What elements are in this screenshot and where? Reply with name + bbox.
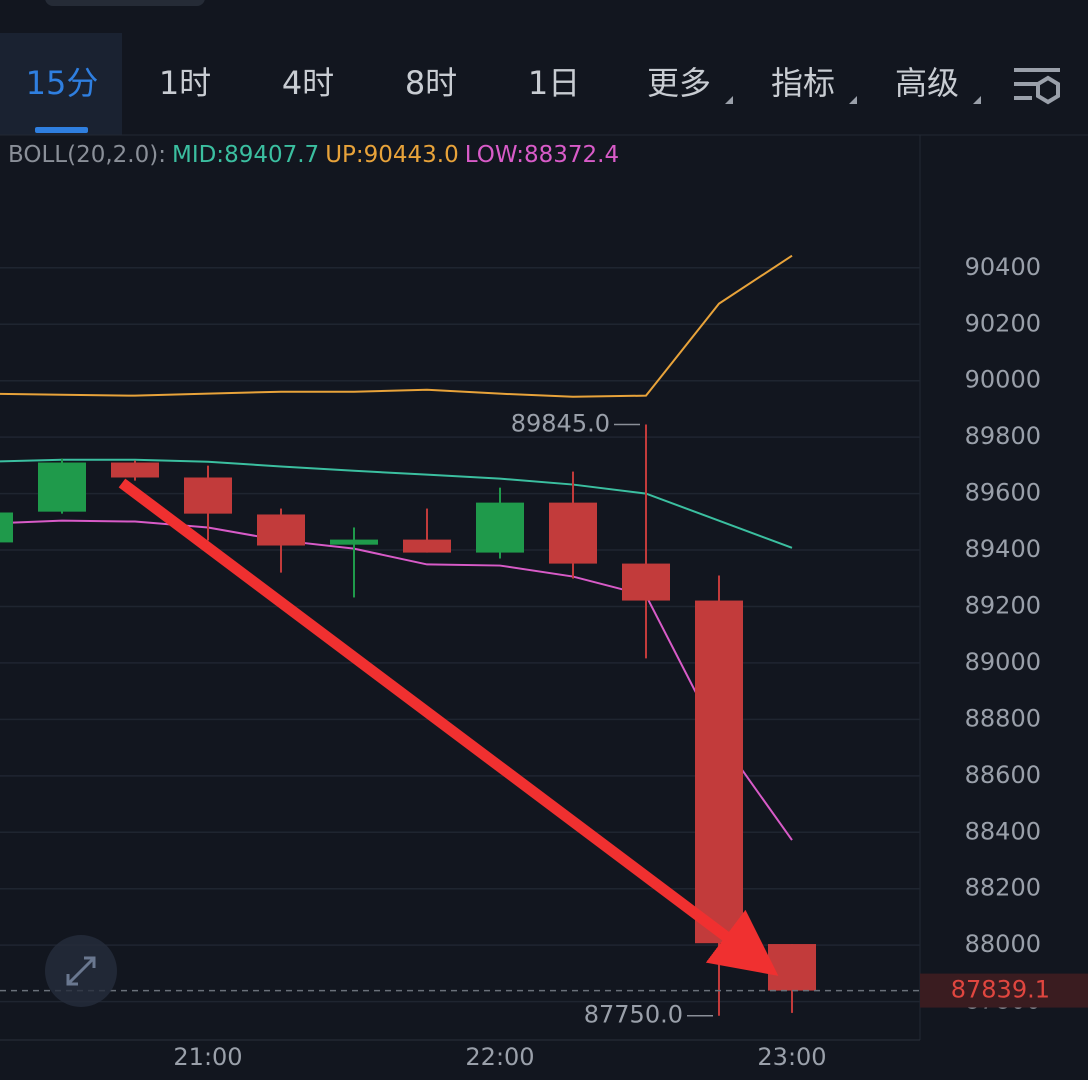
candle-body [111, 462, 159, 478]
indicator-name: BOLL(20,2.0): [8, 142, 166, 168]
y-tick-label: 89400 [965, 535, 1041, 563]
y-tick-label: 89200 [965, 591, 1041, 619]
price-label: 87839.1 [951, 976, 1050, 1004]
y-tick-label: 90000 [965, 366, 1041, 394]
y-tick-label: 90400 [965, 253, 1041, 281]
y-tick-label: 88800 [965, 704, 1041, 732]
boll-line [0, 519, 793, 841]
settings-icon[interactable] [1014, 68, 1060, 105]
candle-body [0, 512, 13, 543]
candle-body [403, 539, 451, 553]
candle-body [549, 502, 597, 564]
candle-body [622, 563, 670, 601]
y-tick-label: 90200 [965, 309, 1041, 337]
candle-body [695, 600, 743, 944]
extreme-label: 87750.0 [584, 1001, 683, 1029]
tab[interactable]: 高级 [895, 64, 959, 102]
boll-line [0, 458, 793, 549]
tab[interactable]: 15分 [26, 64, 99, 102]
y-tick-label: 89800 [965, 422, 1041, 450]
tab[interactable]: 更多 [647, 64, 711, 102]
legend-name: MID: [172, 142, 224, 168]
tab-selected-bg [0, 33, 122, 135]
x-tick-label: 23:00 [757, 1043, 826, 1071]
legend-name: UP: [325, 142, 363, 168]
y-tick-label: 88000 [965, 930, 1041, 958]
tab[interactable]: 4时 [282, 64, 334, 102]
candle-body [38, 462, 86, 512]
x-tick-label: 21:00 [173, 1043, 242, 1071]
y-tick-label: 88400 [965, 817, 1041, 845]
candle-body [257, 514, 305, 546]
candle-body [330, 539, 378, 545]
x-tick-label: 22:00 [465, 1043, 534, 1071]
y-tick-label: 88600 [965, 761, 1041, 789]
expand-icon [66, 956, 96, 986]
candle-body [768, 944, 816, 991]
boll-line [0, 254, 793, 398]
indicator-legend: BOLL(20,2.0): MID:89407.7 UP:90443.0 LOW:88… [8, 142, 619, 168]
tab[interactable]: 指标 [771, 64, 835, 102]
candle-body [184, 477, 232, 514]
legend-name: LOW: [465, 142, 524, 168]
red-arrow [118, 478, 779, 976]
tab-underline [35, 127, 88, 133]
legend-value: 88372.4 [524, 142, 619, 168]
extreme-label: 89845.0 [511, 409, 610, 437]
y-tick-label: 89600 [965, 479, 1041, 507]
tab[interactable]: 1时 [159, 64, 211, 102]
dropdown-caret [849, 96, 857, 104]
candle-body [476, 502, 524, 553]
y-tick-label: 88200 [965, 874, 1041, 902]
price-box [920, 973, 1088, 1008]
legend-value: 89407.7 [224, 142, 319, 168]
icon-hex [1036, 75, 1060, 105]
tab[interactable]: 8时 [405, 64, 457, 102]
dropdown-caret [973, 96, 981, 104]
top-pill [45, 0, 205, 6]
tab[interactable]: 1日 [528, 64, 580, 102]
expand-button[interactable] [45, 935, 117, 1007]
y-tick-label: 89000 [965, 648, 1041, 676]
dropdown-caret [725, 96, 733, 104]
legend-value: 90443.0 [364, 142, 459, 168]
